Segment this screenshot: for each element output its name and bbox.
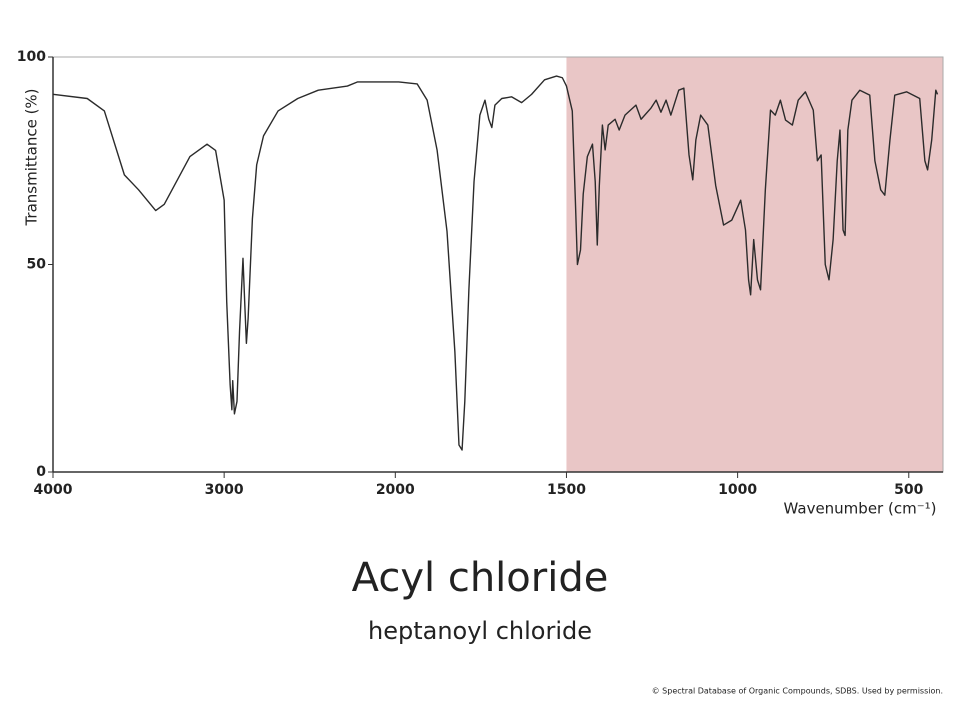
- y-tick-label: 50: [27, 257, 47, 273]
- x-tick-label: 2000: [376, 482, 415, 498]
- x-tick-label: 1500: [547, 482, 586, 498]
- chart-subtitle: heptanoyl chloride: [368, 617, 592, 645]
- highlight-region: [566, 57, 943, 472]
- credit: © Spectral Database of Organic Compounds…: [652, 687, 943, 696]
- y-axis-label: Transmittance (%): [23, 88, 41, 226]
- chart-title: Acyl chloride: [352, 555, 609, 601]
- x-tick-label: 500: [894, 482, 923, 498]
- y-tick-label: 100: [17, 49, 46, 65]
- x-tick-label: 4000: [34, 482, 73, 498]
- x-tick-label: 3000: [205, 482, 244, 498]
- x-tick-label: 1000: [718, 482, 757, 498]
- spectrum-line: [52, 75, 939, 451]
- x-axis-label: Wavenumber (cm⁻¹): [784, 500, 937, 518]
- y-tick-label: 0: [36, 464, 46, 480]
